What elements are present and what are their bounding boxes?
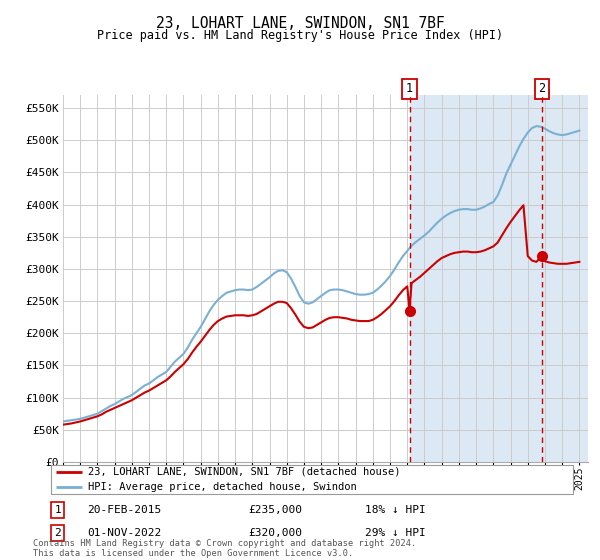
Text: 23, LOHART LANE, SWINDON, SN1 7BF (detached house): 23, LOHART LANE, SWINDON, SN1 7BF (detac… <box>88 467 400 477</box>
Text: 18% ↓ HPI: 18% ↓ HPI <box>365 505 425 515</box>
Text: 1: 1 <box>406 82 413 95</box>
Text: 01-NOV-2022: 01-NOV-2022 <box>88 528 162 538</box>
Text: £320,000: £320,000 <box>248 528 302 538</box>
Text: HPI: Average price, detached house, Swindon: HPI: Average price, detached house, Swin… <box>88 482 356 492</box>
Bar <box>409 95 542 462</box>
Text: 20-FEB-2015: 20-FEB-2015 <box>88 505 162 515</box>
Text: 2: 2 <box>538 82 545 95</box>
Bar <box>542 95 588 462</box>
Text: Price paid vs. HM Land Registry's House Price Index (HPI): Price paid vs. HM Land Registry's House … <box>97 29 503 42</box>
Text: 1: 1 <box>55 505 61 515</box>
FancyBboxPatch shape <box>50 465 574 494</box>
Text: £235,000: £235,000 <box>248 505 302 515</box>
Text: 23, LOHART LANE, SWINDON, SN1 7BF: 23, LOHART LANE, SWINDON, SN1 7BF <box>155 16 445 31</box>
Text: 2: 2 <box>55 528 61 538</box>
Text: Contains HM Land Registry data © Crown copyright and database right 2024.
This d: Contains HM Land Registry data © Crown c… <box>33 539 416 558</box>
Text: 29% ↓ HPI: 29% ↓ HPI <box>365 528 425 538</box>
